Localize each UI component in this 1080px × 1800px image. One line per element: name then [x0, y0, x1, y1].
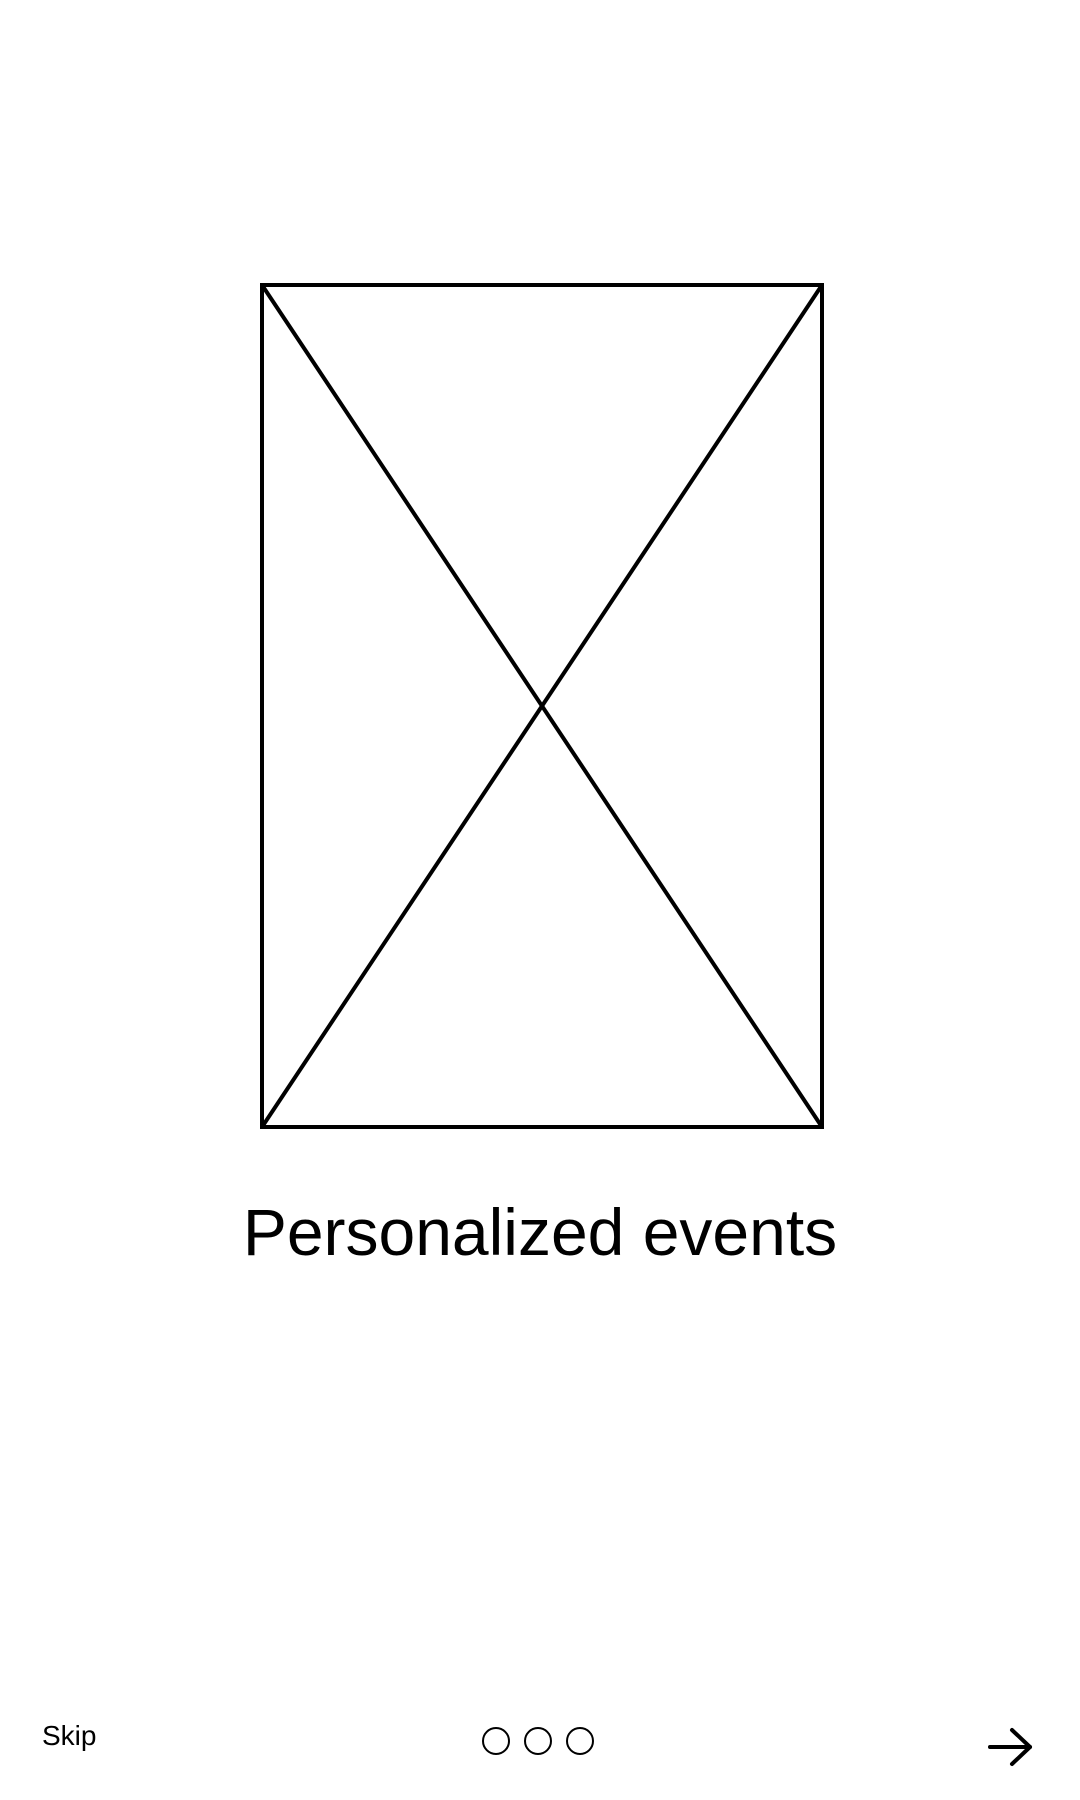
arrow-right-icon: [988, 1728, 1032, 1766]
page-indicator-dot-1[interactable]: [482, 1727, 510, 1755]
page-indicator-dot-2[interactable]: [524, 1727, 552, 1755]
skip-button[interactable]: Skip: [42, 1720, 97, 1751]
onboarding-title: Personalized events: [242, 1195, 838, 1269]
next-button[interactable]: [986, 1722, 1036, 1772]
page-indicator-dot-3[interactable]: [566, 1727, 594, 1755]
page-indicator: [482, 1724, 594, 1758]
image-placeholder-icon: [260, 283, 824, 1129]
image-placeholder: [260, 283, 824, 1129]
